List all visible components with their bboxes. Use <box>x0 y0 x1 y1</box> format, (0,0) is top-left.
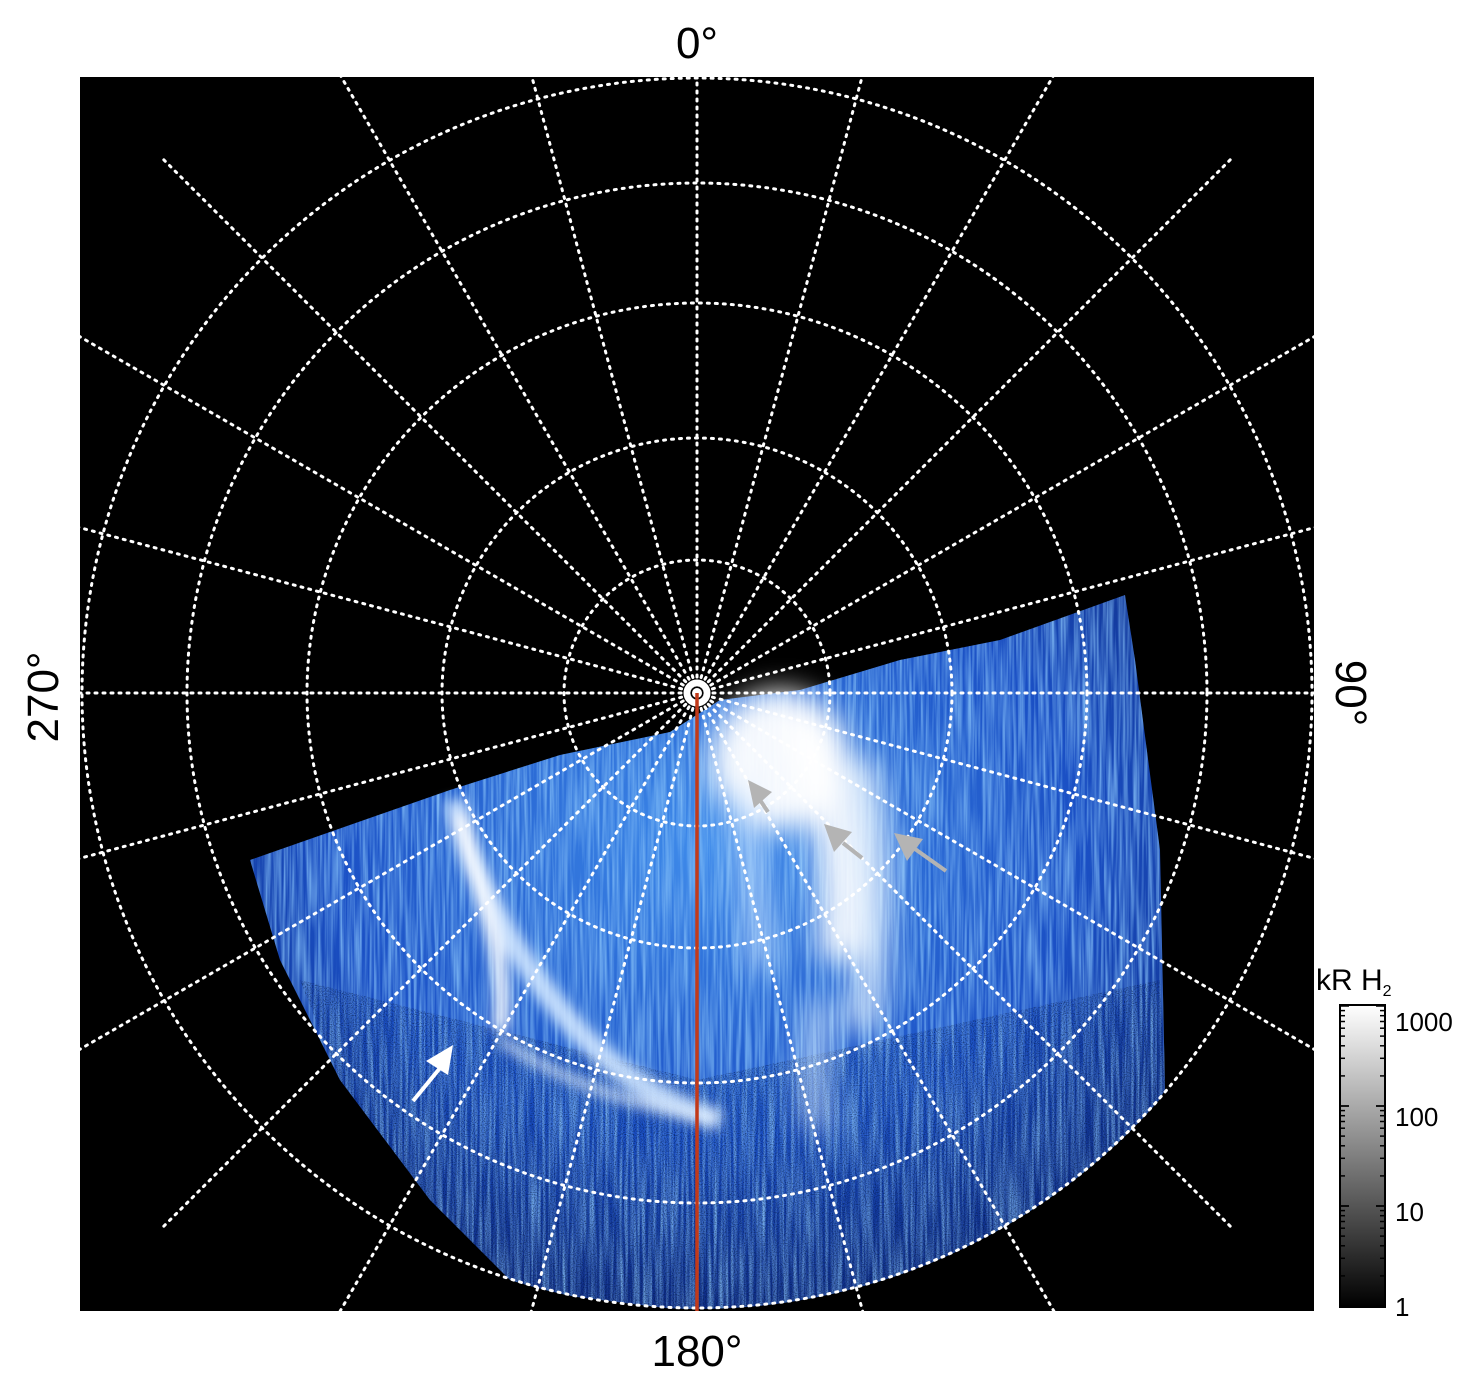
aurora-noise-texture <box>300 980 1165 1309</box>
gray-arrow-2 <box>824 824 864 860</box>
colorbar-tick-100: 100 <box>1395 1102 1438 1132</box>
grid-spoke-345 <box>530 77 699 695</box>
grid-spoke-75 <box>695 526 1314 695</box>
grid-spoke-240 <box>80 691 699 1051</box>
grid-spoke-120 <box>695 691 1314 1051</box>
colorbar-title: kR H2 <box>1316 964 1392 1000</box>
grid-spoke-45 <box>695 154 1236 695</box>
grid-spoke-195 <box>529 691 699 1311</box>
colorbar-tick-1: 1 <box>1395 1292 1409 1322</box>
gray-arrow-3 <box>894 833 948 873</box>
label-right-90deg: 90° <box>1326 660 1375 727</box>
grid-spoke-285 <box>80 526 699 695</box>
grid-spoke-165 <box>695 691 865 1311</box>
grid-spoke-30 <box>695 77 1055 695</box>
aurora-main-oval <box>444 797 724 1131</box>
grid-spoke-210 <box>338 691 699 1311</box>
grid-spoke-60 <box>695 335 1314 695</box>
colorbar-gradient <box>1339 1004 1386 1308</box>
gray-arrow-1 <box>748 780 772 814</box>
colorbar-title-sub: 2 <box>1383 983 1392 1000</box>
colorbar-minor-ticks <box>1340 1005 1385 1307</box>
grid-spoke-105 <box>695 691 1314 860</box>
grid-spoke-330 <box>339 77 699 695</box>
grid-ring-3 <box>305 301 1089 1085</box>
colorbar-tick-10: 10 <box>1395 1197 1424 1227</box>
label-left-270deg: 270° <box>19 651 68 742</box>
white-arrow <box>411 1045 453 1103</box>
grid-spoke-300 <box>80 335 699 695</box>
grid-spoke-225 <box>158 691 699 1232</box>
grid-spoke-255 <box>80 691 699 860</box>
label-bottom-180deg: 180° <box>651 1327 742 1376</box>
grid-spoke-15 <box>695 77 864 695</box>
colorbar: kR H2 1000 100 10 1 <box>1316 964 1453 1322</box>
label-top-0deg: 0° <box>676 19 718 68</box>
colorbar-title-main: kR H <box>1316 964 1383 997</box>
grid-spoke-135 <box>695 691 1236 1232</box>
grid-spoke-315 <box>158 154 699 695</box>
annotation-arrows <box>411 780 948 1103</box>
colorbar-tick-1000: 1000 <box>1395 1007 1453 1037</box>
